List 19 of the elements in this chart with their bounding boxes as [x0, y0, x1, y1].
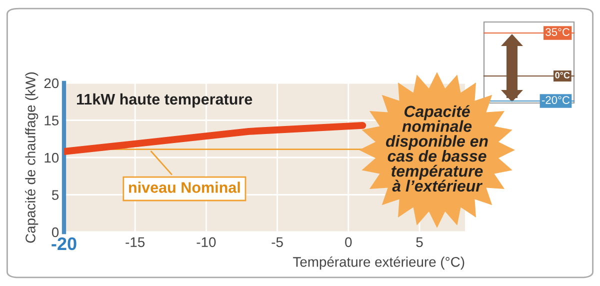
x-tick-label: 0: [345, 237, 352, 248]
x-tick-label: -10: [196, 237, 216, 248]
text: 0°C: [555, 72, 570, 78]
text: 35°C: [546, 28, 570, 36]
y-tick-label: 5: [52, 190, 59, 200]
y-tick-label: 15: [44, 116, 59, 126]
annotation: Capacité nominale disponible en cas de basse température à l’extérieur: [386, 105, 488, 192]
legend-label: niveau Nominal: [128, 182, 240, 193]
text: -20°C: [542, 96, 570, 104]
y-tick-label: 0: [52, 227, 59, 238]
x-axis-title: Température extérieure (°C): [293, 256, 464, 270]
y-axis-title: Capacité de chauffage (kW): [25, 72, 38, 243]
y-tick-label: 20: [44, 78, 59, 88]
x-tick-label: -20: [52, 237, 76, 250]
text: 11kW haute temperature: [76, 93, 252, 108]
x-tick-label: -15: [126, 237, 145, 248]
x-tick-label: -5: [272, 237, 283, 248]
x-tick-label: 5: [416, 237, 423, 248]
y-tick-label: 10: [44, 152, 59, 163]
